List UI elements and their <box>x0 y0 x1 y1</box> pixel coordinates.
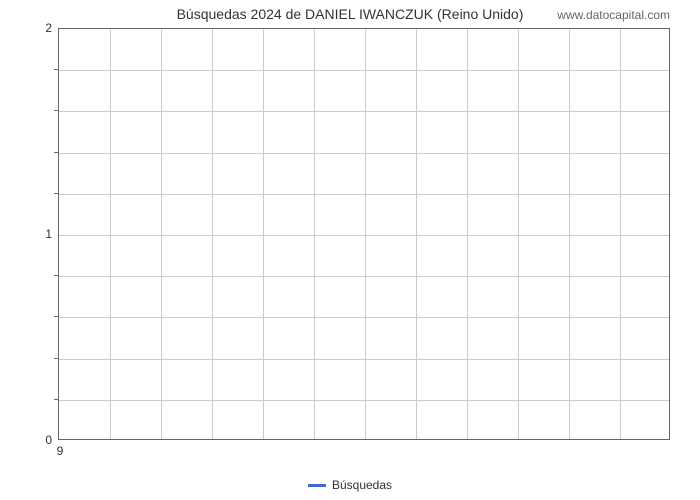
ytick-minor <box>54 152 58 153</box>
ytick-minor <box>54 193 58 194</box>
gridline-horizontal <box>59 235 669 236</box>
ytick-minor <box>54 316 58 317</box>
ytick-minor <box>54 399 58 400</box>
ytick-minor <box>54 110 58 111</box>
ytick-minor <box>54 358 58 359</box>
gridline-vertical <box>161 29 162 439</box>
gridline-vertical <box>212 29 213 439</box>
ytick-minor <box>54 69 58 70</box>
legend-label: Búsquedas <box>332 478 392 492</box>
gridline-horizontal <box>59 111 669 112</box>
gridline-horizontal <box>59 359 669 360</box>
gridline-vertical <box>416 29 417 439</box>
gridline-horizontal <box>59 70 669 71</box>
chart-container: Búsquedas 2024 de DANIEL IWANCZUK (Reino… <box>0 0 700 500</box>
gridline-vertical <box>263 29 264 439</box>
legend: Búsquedas <box>0 478 700 492</box>
gridline-vertical <box>518 29 519 439</box>
ytick-label: 0 <box>45 433 52 447</box>
gridline-vertical <box>569 29 570 439</box>
gridline-vertical <box>110 29 111 439</box>
gridline-horizontal <box>59 400 669 401</box>
xtick-label: 9 <box>57 444 64 458</box>
gridline-horizontal <box>59 153 669 154</box>
gridline-horizontal <box>59 317 669 318</box>
ytick-label: 1 <box>45 227 52 241</box>
plot-area <box>58 28 670 440</box>
gridline-horizontal <box>59 194 669 195</box>
site-label: www.datocapital.com <box>557 8 670 22</box>
gridline-vertical <box>620 29 621 439</box>
gridline-vertical <box>365 29 366 439</box>
ytick-minor <box>54 275 58 276</box>
gridline-vertical <box>467 29 468 439</box>
gridline-horizontal <box>59 276 669 277</box>
gridline-vertical <box>314 29 315 439</box>
ytick-label: 2 <box>45 21 52 35</box>
legend-swatch <box>308 484 326 487</box>
